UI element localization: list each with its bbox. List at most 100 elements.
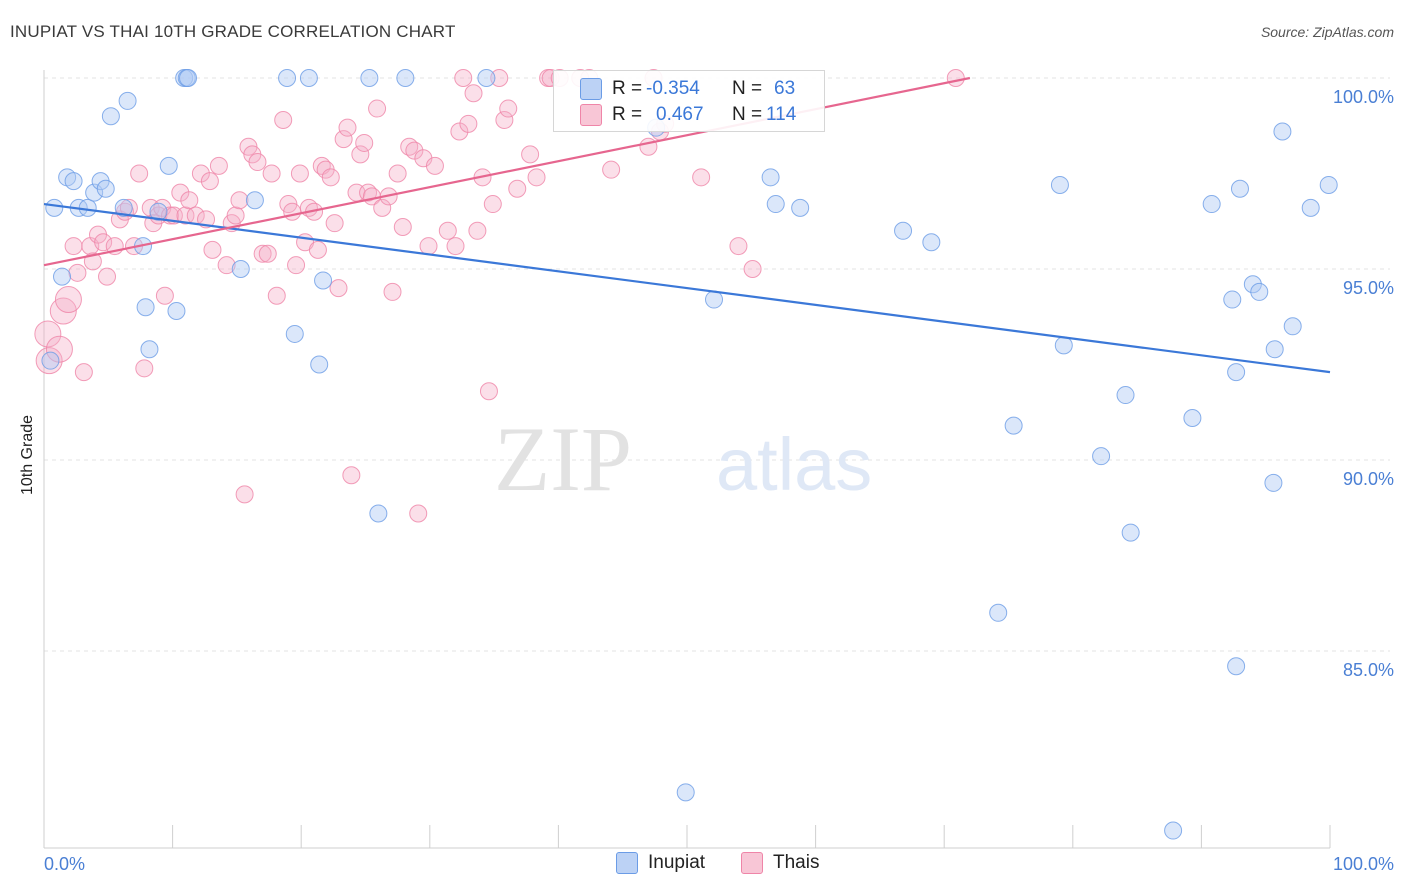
thais-point: [235, 485, 254, 504]
thais-point: [267, 286, 286, 305]
thais-point: [450, 122, 469, 141]
thais-point: [946, 69, 965, 87]
inupiat-point: [1273, 122, 1292, 141]
thais-point: [508, 179, 527, 198]
inupiat-point: [1227, 363, 1246, 382]
thais-point: [283, 202, 302, 221]
thais-point: [338, 118, 357, 137]
thais-point: [521, 145, 540, 164]
series-legend-inupiat: Inupiat: [616, 852, 705, 874]
axes: [43, 70, 1331, 849]
thais-point: [393, 217, 412, 236]
inupiat-point: [159, 156, 178, 175]
thais-point: [226, 206, 245, 225]
inupiat-point: [1223, 290, 1242, 309]
thais-point: [388, 164, 407, 183]
inupiat-point: [761, 168, 780, 187]
inupiat-point: [676, 783, 695, 802]
thais-point: [446, 237, 465, 256]
series-legend-label-thais: Thais: [773, 852, 820, 873]
y-tick-label: 85.0%: [1343, 660, 1394, 680]
inupiat-point: [1121, 523, 1140, 542]
legend-r-value: 0.467: [656, 104, 704, 125]
inupiat-point: [118, 91, 137, 110]
watermark-zip: ZIP: [494, 408, 632, 510]
thais-point: [308, 240, 327, 259]
watermark: ZIP atlas: [494, 408, 872, 510]
inupiat-point: [231, 260, 250, 278]
inupiat-point: [396, 69, 415, 87]
thais-point: [253, 244, 272, 263]
inupiat-point: [766, 195, 785, 214]
thais-point: [464, 84, 483, 103]
legend-n-label: N =: [732, 104, 763, 125]
inupiat-point: [96, 179, 115, 198]
series-legend-thais: Thais: [741, 852, 819, 874]
inupiat-point: [278, 69, 297, 87]
x-tick-label-min: 0.0%: [44, 854, 85, 874]
thais-point: [409, 504, 428, 523]
thais-point: [419, 237, 438, 256]
inupiat-point: [78, 198, 97, 217]
thais-point: [209, 156, 228, 175]
correlation-legend: R = -0.354 N = 63 R = 0.467 N = 114: [553, 70, 825, 132]
thais-point: [527, 168, 546, 187]
inupiat-point: [1250, 282, 1269, 301]
thais-point: [176, 206, 195, 225]
thais-point: [287, 256, 306, 275]
thais-point: [180, 191, 199, 210]
thais-point: [230, 191, 249, 210]
thais-point: [321, 168, 340, 187]
y-tick-label: 95.0%: [1343, 278, 1394, 298]
legend-swatch-thais: [580, 104, 602, 126]
inupiat-point: [989, 603, 1008, 622]
inupiat-point: [1265, 340, 1284, 359]
inupiat-point: [922, 233, 941, 252]
inupiat-point: [310, 355, 329, 374]
inupiat-point: [1301, 198, 1320, 217]
legend-r-label: R =: [612, 104, 643, 125]
thais-point: [290, 164, 309, 183]
thais-point: [119, 198, 138, 217]
legend-n-value: 63: [774, 78, 796, 99]
thais-point: [203, 240, 222, 259]
thais-point: [68, 263, 87, 282]
thais-point: [74, 363, 93, 382]
inupiat-point: [894, 221, 913, 240]
thais-point: [217, 256, 236, 275]
inupiat-point: [53, 267, 72, 286]
inupiat-point: [1050, 175, 1069, 194]
thais-point: [425, 156, 444, 175]
inupiat-point: [136, 298, 155, 317]
thais-point: [200, 172, 219, 191]
inupiat-point: [360, 69, 379, 87]
inupiat-point: [167, 302, 186, 321]
x-tick-label-max: 100.0%: [1333, 854, 1394, 874]
thais-point: [602, 160, 621, 179]
thais-point: [135, 359, 154, 378]
legend-r-value: -0.354: [646, 78, 700, 99]
inupiat-point: [285, 324, 304, 343]
inupiat-point: [64, 172, 83, 191]
inupiat-point: [299, 69, 318, 87]
thais-point: [34, 320, 62, 348]
legend-r-label: R =: [612, 78, 643, 99]
inupiat-point: [1202, 195, 1221, 214]
series-legend: Inupiat Thais: [0, 852, 1406, 878]
thais-point: [454, 69, 473, 87]
series-legend-label-inupiat: Inupiat: [648, 852, 706, 873]
thais-point: [743, 260, 762, 278]
inupiat-point: [1243, 275, 1262, 294]
inupiat-point: [705, 290, 724, 309]
thais-point: [191, 164, 210, 183]
thais-point: [495, 111, 514, 130]
chart-title: INUPIAT VS THAI 10TH GRADE CORRELATION C…: [10, 22, 456, 41]
thais-point: [499, 99, 518, 118]
inupiat-point: [85, 183, 104, 202]
inupiat-point: [1264, 473, 1283, 492]
thais-point: [130, 164, 149, 183]
thais-point: [355, 133, 374, 152]
thais-point: [274, 111, 293, 130]
inupiat-point: [245, 191, 264, 210]
